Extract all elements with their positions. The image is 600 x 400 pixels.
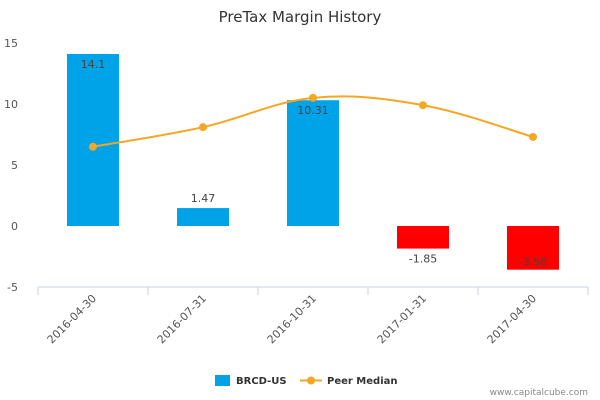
bar [397, 226, 449, 249]
y-tick-label: -5 [7, 281, 18, 294]
line-point [529, 132, 537, 141]
data-label: -3.58 [519, 256, 547, 269]
x-tick-label: 2017-01-31 [375, 292, 429, 346]
data-label: 14.1 [81, 58, 106, 71]
bar [67, 53, 119, 227]
bar [287, 100, 339, 226]
line-point [309, 93, 317, 102]
x-tick-label: 2016-07-31 [155, 292, 209, 346]
x-tick-label: 2016-04-30 [45, 292, 99, 346]
legend: BRCD-US Peer Median [215, 375, 398, 387]
bar-series [67, 53, 559, 270]
y-axis: 15 10 5 0 -5 [4, 37, 18, 294]
y-tick-label: 5 [11, 159, 18, 172]
x-tick-label: 2017-04-30 [485, 292, 539, 346]
legend-label: Peer Median [327, 376, 398, 387]
y-tick-label: 0 [11, 220, 18, 233]
line-point [89, 142, 97, 151]
data-label: -1.85 [409, 253, 437, 266]
data-labels: 14.1 1.47 10.31 -1.85 -3.58 [81, 58, 547, 269]
x-axis: 2016-04-30 2016-07-31 2016-10-31 2017-01-31… [37, 287, 589, 346]
y-tick-label: 15 [4, 37, 18, 50]
data-label: 10.31 [297, 104, 329, 117]
bar [507, 226, 559, 270]
x-tick-label: 2016-10-31 [265, 292, 319, 346]
legend-swatch-marker [307, 376, 315, 385]
bar [177, 208, 229, 226]
line-series [89, 93, 537, 151]
line-point [199, 123, 207, 132]
data-label: 1.47 [191, 192, 216, 205]
legend-label: BRCD-US [236, 376, 287, 387]
legend-swatch-bar [215, 375, 230, 386]
credit-text: www.capitalcube.com [490, 388, 588, 398]
chart-title: PreTax Margin History [219, 8, 382, 26]
line-point [419, 101, 427, 110]
y-tick-label: 10 [4, 98, 18, 111]
